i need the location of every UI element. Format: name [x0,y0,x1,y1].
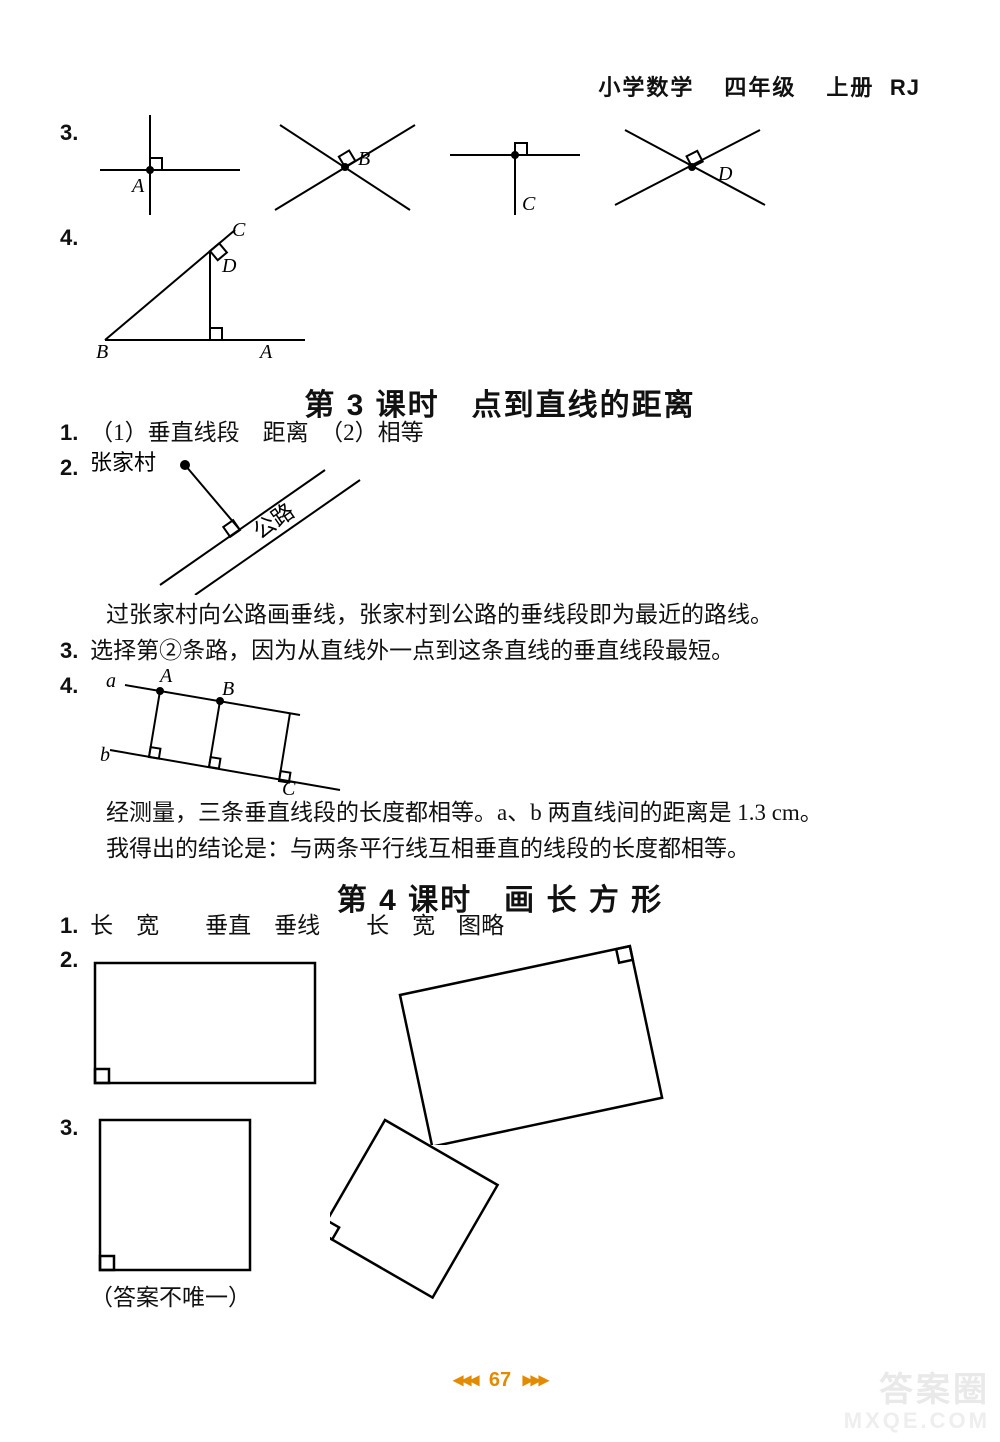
sec3-q2-fig: 张家村 公路 [90,445,390,595]
footer-page: 67 [489,1369,511,1391]
q4a-C: C [232,220,246,241]
s3q4-b: b [100,744,110,766]
sec3-q4-line2: 我得出的结论是：与两条平行线互相垂直的线段的长度都相等。 [60,831,940,867]
q3-fig-b: B [260,110,430,220]
sec4-q1-label: 1. [60,913,78,938]
sec3-q3-label: 3. [60,638,78,663]
q3-fig-d: D [600,110,780,220]
page-header: 小学数学 四年级 上册 RJ [598,70,920,102]
header-volume: 上册 [826,75,874,100]
page: 小学数学 四年级 上册 RJ 3. A B [0,0,1000,1442]
watermark: 答案圈 MXQE.COM [844,1373,990,1432]
q3-block: 3. [60,120,84,146]
sec4-q3-label: 3. [60,1115,78,1140]
header-grade: 四年级 [724,75,796,100]
sec3-q4-label: 4. [60,673,78,698]
sec4-q3-note: （答案不唯一） [90,1280,251,1316]
s3q4-C: C [282,778,296,795]
s3q4-a: a [106,670,116,692]
sec3-q2-explain: 过张家村向公路画垂线，张家村到公路的垂线段即为最近的路线。 [60,597,940,633]
sec3-q2: 2. [60,450,84,486]
q3-c-label: C [522,193,536,215]
header-edition: RJ [890,75,920,100]
q4a-block: 4. [60,225,84,251]
sec4-q3-sq-a [95,1115,265,1285]
s3q4-B: B [222,678,234,700]
sec3-q1-label: 1. [60,420,78,445]
q4a-B: B [96,341,108,360]
q3-fig-c: C [440,110,590,220]
sec3-q4: 4. [60,668,84,704]
watermark-url: MXQE.COM [844,1409,990,1432]
sec3-q3-text: 选择第②条路，因为从直线外一点到这条直线的垂直线段最短。 [90,638,734,663]
sec4-q2: 2. [60,942,84,978]
header-subject: 小学数学 [598,75,694,100]
q3-b-label: B [358,148,370,170]
q4a-fig: C D B A [90,220,320,360]
s3q4-A: A [158,665,173,687]
q3-a-label: A [130,175,145,197]
q3-label: 3. [60,120,78,145]
sec3-q2-village: 张家村 [90,450,156,475]
sec3-q2-road: 公路 [249,498,299,544]
sec4-q2-label: 2. [60,947,78,972]
q4a-label: 4. [60,225,78,250]
sec4-q2-rect-a [90,958,330,1098]
footer-right-icon: ▸▸▸ [523,1369,547,1391]
sec3-q2-label: 2. [60,455,78,480]
watermark-cn: 答案圈 [844,1373,990,1409]
sec3-q4-line1: 经测量，三条垂直线段的长度都相等。a、b 两直线间的距离是 1.3 cm。 [60,795,940,831]
sec3-q4-fig: a b A B C [100,665,360,795]
q4a-D: D [221,255,237,277]
sec3-q1-text: （1）垂直线段 距离 （2）相等 [90,420,424,445]
sec3-q3: 3. 选择第②条路，因为从直线外一点到这条直线的垂直线段最短。 [60,633,940,669]
sec4-q3-sq-b [330,1095,560,1305]
sec4-q3: 3. [60,1110,84,1146]
q3-d-label: D [717,163,733,185]
footer-left-icon: ◂◂◂ [453,1369,477,1391]
q3-fig-a: A [90,110,250,220]
q4a-A: A [258,341,273,360]
